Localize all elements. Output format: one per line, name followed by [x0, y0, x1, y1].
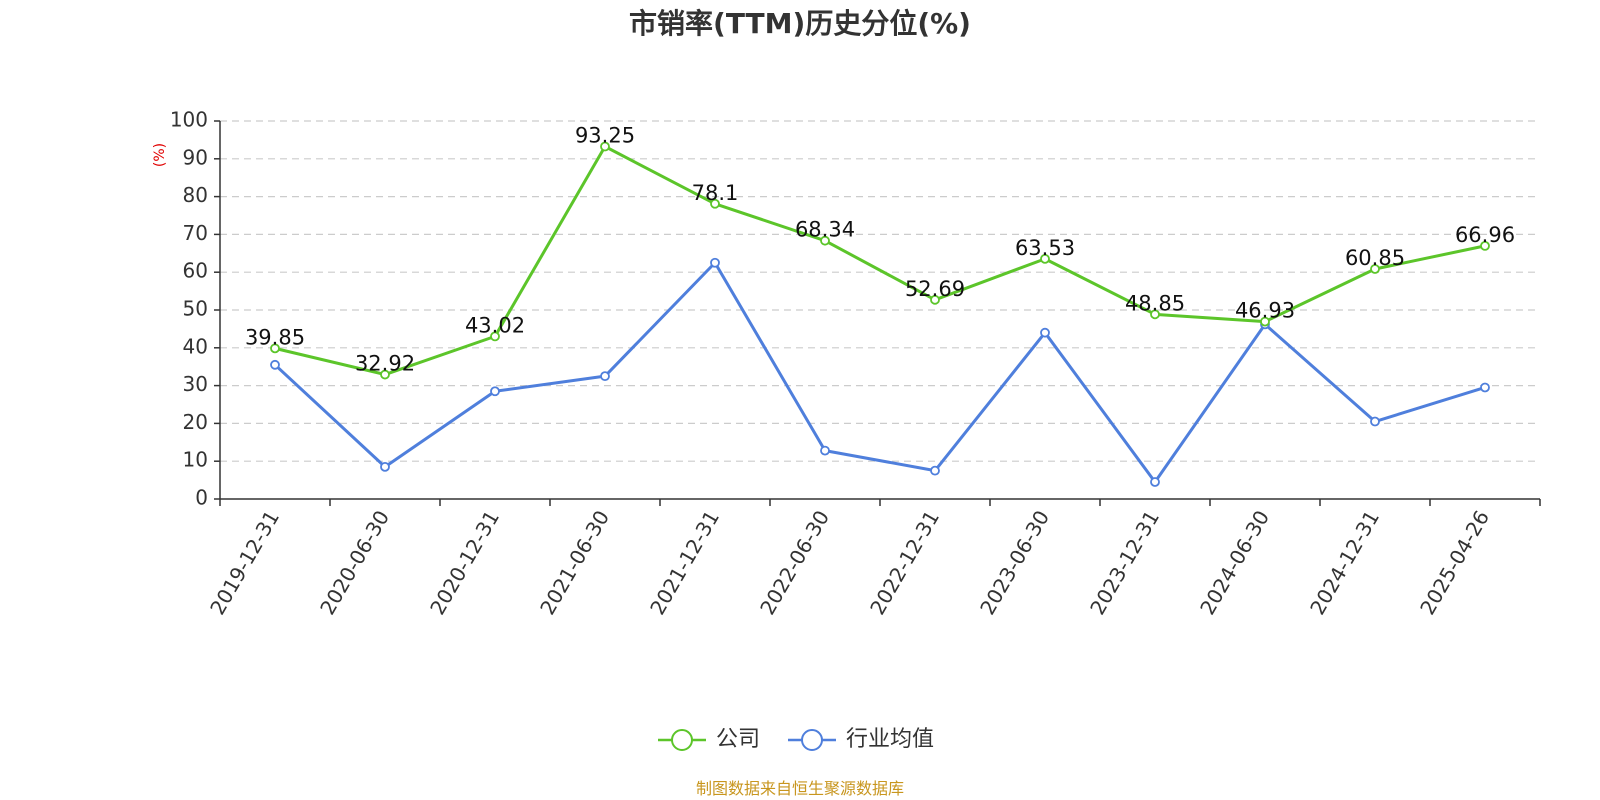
- x-tick-label: 2020-12-31: [425, 506, 504, 619]
- data-point[interactable]: [380, 461, 390, 472]
- source-note: 制图数据来自恒生聚源数据库: [696, 779, 904, 798]
- data-point[interactable]: [600, 371, 610, 382]
- series-line: [273, 261, 1486, 484]
- data-point[interactable]: [930, 294, 940, 305]
- y-tick-label: 40: [183, 334, 208, 358]
- data-label: 66.96: [1455, 223, 1515, 247]
- series-line: [274, 145, 1486, 377]
- x-tick-label: 2022-06-30: [755, 506, 834, 619]
- y-tick-label: 30: [183, 372, 208, 396]
- data-point[interactable]: [270, 343, 280, 354]
- data-point[interactable]: [600, 141, 610, 152]
- legend-label: 行业均值: [846, 727, 934, 752]
- series-lines: [270, 141, 1490, 487]
- y-tick-label: 50: [183, 297, 208, 321]
- y-axis-label: (%): [152, 143, 168, 167]
- legend-item[interactable]: 公司: [658, 727, 760, 752]
- data-label: 43.02: [465, 313, 525, 337]
- y-tick-label: 90: [183, 145, 208, 169]
- data-label: 60.85: [1345, 246, 1405, 270]
- x-tick-label: 2020-06-30: [315, 506, 394, 619]
- data-point[interactable]: [1370, 264, 1380, 274]
- data-point[interactable]: [930, 465, 940, 476]
- x-tick-label: 2024-06-30: [1195, 506, 1274, 619]
- data-point[interactable]: [1480, 240, 1490, 251]
- y-tick-label: 0: [195, 486, 208, 510]
- data-label: 46.93: [1235, 299, 1295, 323]
- legend-item[interactable]: 行业均值: [788, 727, 934, 752]
- legend-label: 公司: [716, 727, 760, 752]
- data-point[interactable]: [710, 198, 720, 209]
- x-tick-label: 2023-06-30: [975, 506, 1054, 619]
- data-point[interactable]: [270, 359, 280, 370]
- data-label: 93.25: [575, 124, 635, 148]
- x-tick-label: 2021-12-31: [645, 506, 724, 619]
- data-point[interactable]: [710, 257, 720, 268]
- data-point[interactable]: [1150, 477, 1160, 487]
- y-tick-label: 80: [183, 183, 208, 207]
- data-label: 78.1: [692, 181, 739, 205]
- data-label: 32.92: [355, 352, 415, 376]
- x-tick-label: 2024-12-31: [1305, 506, 1384, 619]
- y-tick-label: 60: [183, 259, 208, 283]
- data-label: 68.34: [795, 218, 855, 242]
- y-tick-label: 10: [183, 448, 208, 472]
- y-tick-label: 70: [183, 221, 208, 245]
- data-point[interactable]: [1370, 416, 1380, 427]
- data-label: 52.69: [905, 277, 965, 301]
- data-point[interactable]: [490, 386, 500, 397]
- x-tick-label: 2023-12-31: [1085, 506, 1164, 619]
- x-tick-label: 2021-06-30: [535, 506, 614, 619]
- y-tick-label: 100: [170, 108, 208, 132]
- data-labels: 39.85 32.92 43.02 93.25 78.1 68.34 52.69 63.53 4…: [245, 124, 1515, 376]
- legend-marker: [801, 729, 823, 751]
- data-label: 63.53: [1015, 236, 1075, 260]
- data-point[interactable]: [1480, 382, 1490, 393]
- y-tick-label: 20: [183, 410, 208, 434]
- data-point[interactable]: [1040, 253, 1050, 264]
- data-point[interactable]: [490, 331, 500, 342]
- x-tick-label: 2025-04-26: [1415, 506, 1494, 619]
- data-label: 48.85: [1125, 291, 1185, 315]
- data-point[interactable]: [820, 235, 830, 246]
- x-tick-label: 2019-12-31: [205, 506, 284, 619]
- data-point[interactable]: [380, 369, 390, 380]
- grid-lines: [220, 120, 1540, 462]
- legend[interactable]: 公司 行业均值: [658, 727, 934, 752]
- chart-title: 市销率(TTM)历史分位(%): [629, 7, 971, 40]
- x-tick-label: 2022-12-31: [865, 506, 944, 619]
- legend-marker: [671, 729, 693, 751]
- data-label: 39.85: [245, 325, 305, 349]
- data-point[interactable]: [820, 445, 830, 456]
- data-point[interactable]: [1150, 309, 1160, 320]
- data-point[interactable]: [1260, 316, 1270, 327]
- data-point[interactable]: [1040, 327, 1050, 338]
